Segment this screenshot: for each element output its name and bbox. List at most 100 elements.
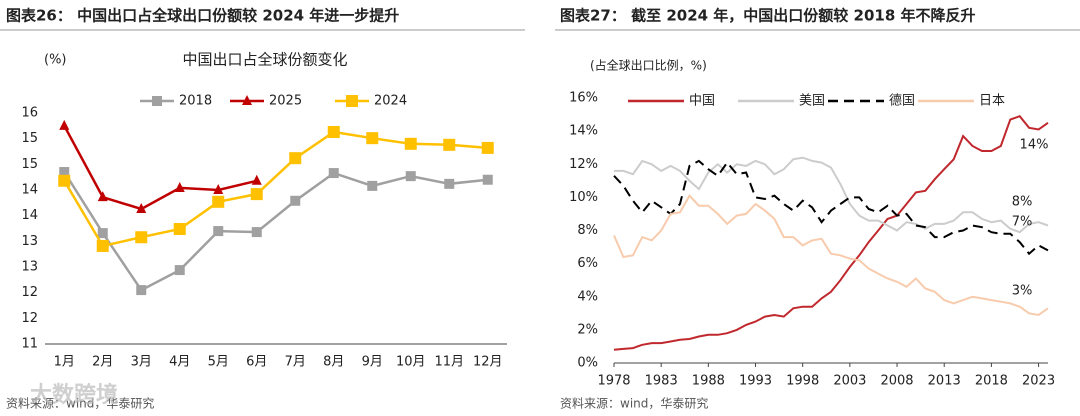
point: [174, 181, 185, 192]
x-tick-label: 1月: [54, 355, 75, 370]
source: 资料来源：wind，华泰研究: [560, 396, 708, 411]
series-line: [63, 130, 488, 248]
y-tick-label: 6%: [577, 256, 598, 271]
annotation: 14%: [1020, 138, 1049, 153]
series-line: [613, 115, 1049, 351]
series-line: [63, 125, 258, 211]
point: [96, 239, 109, 252]
point: [97, 228, 108, 239]
y-tick-label: 12: [21, 285, 38, 300]
x-tick-label: 1993: [739, 374, 772, 389]
legend-label: 中国: [689, 94, 715, 109]
point: [59, 167, 70, 178]
series-line: [613, 159, 1049, 256]
legend-label: 2018: [179, 94, 212, 109]
point: [443, 138, 456, 151]
y-tick-label: 15: [21, 131, 38, 146]
y-tick-label: 10%: [569, 190, 598, 205]
y-tick-label: 12: [21, 311, 38, 326]
y-axis-label: (%): [44, 53, 67, 68]
point: [482, 174, 493, 185]
point: [444, 178, 455, 189]
legend-marker: [152, 96, 162, 106]
legend-marker: [346, 95, 358, 107]
watermark: 大数跨境: [30, 382, 118, 408]
y-tick-label: 13: [21, 234, 38, 249]
point: [328, 168, 339, 179]
y-tick-label: 15: [21, 157, 38, 172]
point: [366, 132, 379, 145]
annotation: 3%: [1012, 284, 1033, 299]
x-tick-label: 8月: [323, 355, 344, 370]
x-tick-label: 1983: [645, 374, 678, 389]
y-tick-label: 14: [21, 208, 38, 223]
point: [327, 125, 340, 138]
x-tick-label: 11月: [434, 355, 464, 370]
point: [136, 285, 147, 296]
y-axis-label: (占全球出口比例，%): [590, 58, 707, 73]
x-tick-label: 2008: [880, 374, 913, 389]
point: [405, 171, 416, 182]
y-tick-label: 13: [21, 260, 38, 275]
x-tick-label: 7月: [285, 355, 306, 370]
y-tick-label: 14%: [569, 124, 598, 139]
annotation: 7%: [1012, 215, 1033, 230]
x-tick-label: 2023: [1022, 374, 1055, 389]
y-tick-label: 4%: [577, 289, 598, 304]
x-tick-label: 5月: [208, 355, 229, 370]
x-tick-label: 2013: [928, 374, 961, 389]
x-tick-label: 12月: [473, 355, 503, 370]
point: [404, 137, 417, 150]
point: [213, 226, 224, 237]
point: [174, 265, 185, 276]
series-line: [613, 194, 1049, 317]
x-tick-label: 1988: [692, 374, 725, 389]
x-tick-label: 10月: [396, 355, 426, 370]
series-line: [614, 156, 1049, 234]
x-tick-label: 2月: [92, 355, 113, 370]
x-tick-label: 3月: [131, 355, 152, 370]
y-tick-label: 16: [21, 106, 38, 121]
point: [136, 202, 147, 213]
y-tick-label: 12%: [569, 157, 598, 172]
point: [367, 180, 378, 191]
header: 图表26： 中国出口占全球出口份额较 2024 年进一步提升: [6, 7, 399, 25]
legend-label: 2024: [374, 94, 407, 109]
x-tick-label: 9月: [362, 355, 383, 370]
x-tick-label: 1998: [786, 374, 819, 389]
source: 资料来源：wind，华泰研究: [6, 396, 154, 411]
annotation: 8%: [1012, 195, 1033, 210]
y-tick-label: 2%: [577, 322, 598, 337]
legend-label: 德国: [889, 94, 915, 109]
point: [290, 195, 301, 206]
legend-label: 日本: [979, 94, 1005, 109]
point: [59, 119, 70, 130]
y-tick-label: 0%: [577, 356, 598, 371]
header: 图表27： 截至 2024 年，中国出口份额较 2018 年不降反升: [560, 7, 975, 25]
point: [251, 227, 262, 238]
y-tick-label: 8%: [577, 223, 598, 238]
point: [251, 174, 262, 185]
x-tick-label: 2003: [833, 374, 866, 389]
y-tick-label: 14: [21, 183, 38, 198]
point: [289, 152, 302, 165]
point: [213, 184, 224, 194]
y-tick-label: 16%: [569, 91, 598, 106]
point: [173, 223, 186, 236]
x-tick-label: 6月: [246, 355, 267, 370]
point: [481, 141, 494, 154]
legend-label: 美国: [799, 94, 825, 109]
legend-marker: [242, 95, 252, 105]
point: [212, 195, 225, 208]
y-tick-label: 11: [21, 337, 38, 352]
x-tick-label: 4月: [169, 355, 190, 370]
x-tick-label: 2018: [975, 374, 1008, 389]
point: [97, 191, 108, 202]
chart-title: 中国出口占全球份额变化: [182, 51, 347, 69]
point: [250, 188, 263, 201]
point: [58, 174, 71, 187]
series-line: [63, 171, 488, 292]
legend-label: 2025: [269, 94, 302, 109]
point: [135, 231, 148, 244]
